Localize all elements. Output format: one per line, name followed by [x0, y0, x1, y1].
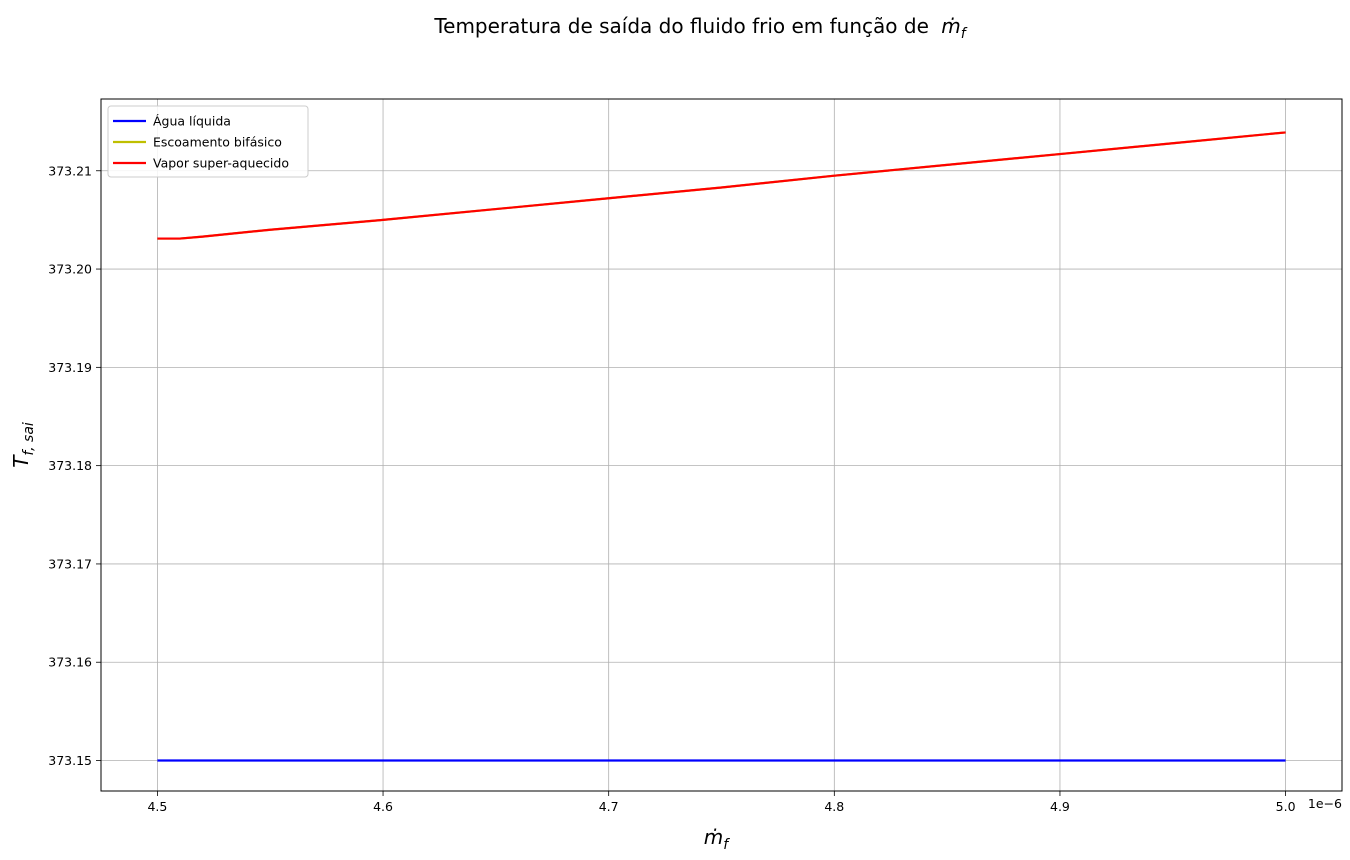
y-tick-label: 373.20	[48, 262, 92, 277]
x-tick-label: 4.8	[824, 799, 844, 814]
x-axis-label-main: ṁ	[704, 825, 723, 849]
x-tick-label: 4.7	[599, 799, 619, 814]
series-group	[157, 131, 1286, 762]
y-tick-label: 373.15	[48, 753, 92, 768]
plot-border	[100, 98, 1343, 792]
x-offset-text: 1e−6	[1308, 796, 1342, 811]
chart-title-math: ṁ	[941, 14, 960, 38]
chart-title: Temperatura de saída do fluido frio em f…	[433, 14, 967, 42]
chart-title-math-sub: f	[961, 26, 968, 42]
legend-entries: Água líquida Escoamento bifásico Vapor sup…	[113, 114, 289, 171]
x-tick-label: 5.0	[1276, 799, 1296, 814]
series-line-2	[157, 131, 1286, 240]
y-axis-label: Tf, sai	[9, 422, 37, 468]
y-tick-label: 373.19	[48, 360, 92, 375]
y-tick-label: 373.16	[48, 655, 92, 670]
legend-label-0: Água líquida	[153, 114, 231, 129]
y-tick-label: 373.21	[48, 163, 92, 178]
x-axis-label: ṁf	[704, 825, 730, 853]
y-axis-label-sub: f, sai	[21, 422, 37, 455]
y-tick-label: 373.18	[48, 458, 92, 473]
x-tick-label: 4.5	[147, 799, 167, 814]
y-tick-label: 373.17	[48, 556, 92, 571]
y-axis-label-main: T	[9, 454, 33, 468]
legend-label-1: Escoamento bifásico	[153, 135, 282, 150]
grid	[101, 99, 1342, 791]
legend: Água líquida Escoamento bifásico Vapor sup…	[107, 105, 309, 178]
plot-area	[101, 99, 1342, 791]
x-axis-label-sub: f	[723, 837, 730, 853]
x-axis-ticks: 4.5 4.6 4.7 4.8 4.9 5.0	[147, 791, 1296, 814]
legend-label-2: Vapor super-aquecido	[153, 156, 289, 171]
chart-title-text: Temperatura de saída do fluido frio em f…	[433, 14, 929, 38]
x-tick-label: 4.9	[1050, 799, 1070, 814]
y-axis-ticks: 373.15 373.16 373.17 373.18 373.19 373.20 373.…	[48, 163, 101, 768]
x-tick-label: 4.6	[373, 799, 393, 814]
legend-box	[107, 105, 309, 178]
